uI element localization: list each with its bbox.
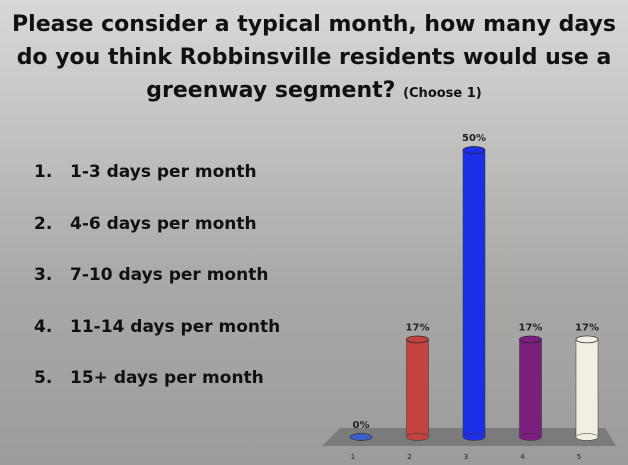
option-number: 1. [34, 162, 53, 182]
value-label: 17% [519, 322, 543, 333]
bar-cap [406, 335, 429, 344]
option-number: 2. [34, 213, 53, 234]
title-text: Please consider a typical month, how man… [12, 12, 616, 103]
value-label: 0% [353, 420, 370, 431]
option-text: 1-3 days per month [70, 162, 257, 182]
bar [519, 339, 542, 438]
bar-base [462, 433, 486, 441]
title-note: (Choose 1) [403, 86, 482, 101]
title: Please consider a typical month, how man… [10, 8, 618, 110]
option: 3. 7-10 days per month [34, 265, 280, 317]
option: 5. 15+ days per month [34, 368, 280, 420]
option-number: 3. [34, 265, 53, 285]
x-tick-label: 3 [464, 453, 468, 461]
bar-base [406, 433, 429, 441]
bar-base [519, 433, 542, 441]
value-label: 50% [462, 133, 486, 144]
value-label: 17% [406, 322, 430, 333]
option-number: 4. [34, 316, 53, 337]
x-tick-label: 2 [407, 453, 411, 461]
option: 2. 4-6 days per month [34, 214, 280, 266]
x-tick-label: 5 [577, 453, 581, 461]
bar-base [575, 433, 599, 441]
option: 4. 11-14 days per month [34, 317, 280, 369]
bar-base [349, 433, 373, 441]
bar-cap [575, 335, 599, 344]
value-label: 17% [575, 322, 599, 333]
option: 1. 1-3 days per month [34, 162, 280, 214]
option-text: 4-6 days per month [70, 213, 257, 234]
option-text: 15+ days per month [70, 368, 264, 388]
option-text: 11-14 days per month [70, 316, 281, 337]
x-tick-label: 4 [520, 453, 525, 461]
bar-cap [519, 335, 542, 344]
bar [462, 149, 486, 438]
bar-cap [462, 146, 486, 154]
x-tick-label: 1 [351, 453, 355, 461]
bar [575, 339, 599, 438]
option-number: 5. [34, 368, 53, 388]
option-text: 7-10 days per month [70, 265, 269, 285]
bar [406, 339, 429, 438]
option-list: 1. 1-3 days per month 2. 4-6 days per month… [34, 162, 280, 420]
